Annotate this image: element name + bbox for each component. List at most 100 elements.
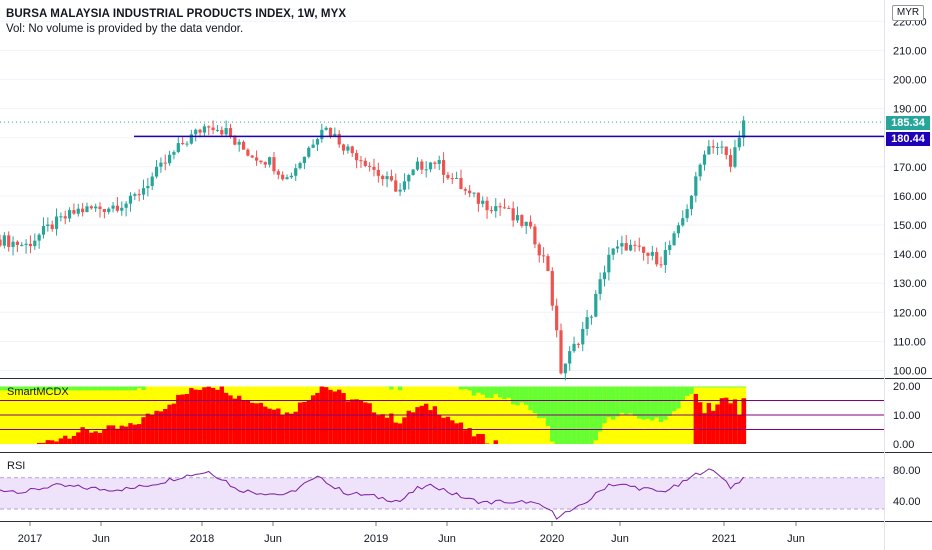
smartmcdx-retail-bar [97,386,103,391]
smartmcdx-banker-bar [54,441,60,444]
smartmcdx-retail-bar [102,386,107,391]
smartmcdx-retail-bar [545,386,551,427]
candle-body [350,146,354,154]
smartmcdx-retail-bar [463,386,468,390]
smartmcdx-retail-bar [123,386,129,391]
candle-body [259,160,263,163]
smartmcdx-banker-bar [163,408,168,444]
candle-body [33,240,37,247]
smartmcdx-banker-bar [397,423,403,444]
smartmcdx-banker-bar [84,429,90,444]
smartmcdx-banker-bar [293,411,299,444]
smartmcdx-retail-bar [711,386,716,388]
last-price-tag: 185.34 [886,116,930,130]
candle-body [328,127,333,137]
candle-body [724,146,728,156]
candle-body [94,206,98,209]
candle-body [268,157,272,165]
price-tick-label: 170.00 [893,162,927,174]
smartmcdx-retail-bar [715,386,721,388]
volume-note: Vol: No volume is provided by the data v… [6,23,244,35]
smartmcdx-banker-bar [158,411,164,444]
smartmcdx-retail-bar [528,386,534,410]
candle-body [307,147,311,157]
currency-button[interactable]: MYR [892,5,924,21]
smartmcdx-banker-bar [402,417,407,444]
smartmcdx-banker-bar [454,423,460,444]
candle-body [337,133,341,145]
smartmcdx-banker-bar [145,413,151,444]
smartmcdx-banker-bar [328,389,333,444]
smartmcdx-banker-bar [354,399,360,444]
smartmcdx-banker-bar [358,400,364,444]
candle-body [0,239,2,246]
smartmcdx-banker-bar [228,395,233,444]
candle-body [607,254,611,273]
candle-body [228,128,233,138]
smartmcdx-retail-bar [128,386,133,391]
smartmcdx-banker-bar [415,407,420,444]
smartmcdx-banker-bar [719,398,725,444]
candle-body [294,168,298,176]
price-tick-label: 130.00 [893,278,927,290]
candle-body [372,166,376,170]
smartmcdx-retail-bar [693,386,699,388]
smartmcdx-retail-bar [480,386,486,395]
candle-body [124,203,128,208]
time-tick-label: Jun [438,533,456,545]
candle-body [441,160,446,175]
candle-body [502,207,507,209]
price-tick-label: 100.00 [893,366,927,378]
candle-body [433,162,437,164]
candle-body [437,160,441,164]
candle-body [24,243,28,245]
smartmcdx-banker-bar [258,402,264,444]
candle-body [50,224,54,229]
rsi-tick-label: 40.00 [893,496,921,508]
smartmcdx-banker-bar [58,438,64,444]
smartmcdx-retail-bar [663,386,668,420]
smartmcdx-retail-bar [50,386,55,391]
smartmcdx-banker-bar [424,403,429,444]
candle-body [376,169,380,176]
smartmcdx-banker-bar [263,406,268,444]
candle-body [168,154,172,164]
candle-body [324,127,328,130]
candle-body [163,162,167,164]
smartmcdx-banker-bar [271,409,277,444]
smartmcdx-banker-bar [476,433,481,444]
smartmcdx-banker-bar [102,429,107,444]
candle-body [150,176,154,186]
smartmcdx-banker-bar [302,401,307,444]
smartmcdx-retail-bar [484,386,490,398]
candle-body [181,143,185,145]
smartmcdx-retail-bar [476,386,481,393]
candle-body [659,264,663,266]
candle-body [315,139,320,145]
candle-body [15,241,19,245]
axes: 220.00210.00200.00190.00180.00170.00160.… [18,16,927,545]
candle-body [311,144,315,148]
smartmcdx-banker-bar [223,392,229,444]
smartmcdx-retail-bar [10,386,16,391]
candle-body [89,206,93,209]
smartmcdx-banker-bar [254,403,260,444]
smartmcdx-retail-bar [606,386,612,418]
smartmcdx-banker-bar [193,389,199,444]
smartmcdx-retail-bar [741,386,747,388]
smartmcdx-banker-bar [136,424,142,444]
smartmcdx-retail-bar [23,386,29,391]
smartmcdx-retail-bar [6,386,12,391]
smartmcdx-retail-bar [524,386,529,405]
candle-body [550,271,554,306]
candle-body [420,161,424,170]
smartmcdx-banker-bar [232,398,238,444]
candle-body [254,157,259,161]
smartmcdx-retail-bar [136,386,142,389]
candle-body [615,246,620,249]
smartmcdx-banker-bar [115,428,120,444]
smartmcdx-banker-bar [241,400,247,444]
candle-body [628,244,633,251]
candle-body [202,126,206,133]
